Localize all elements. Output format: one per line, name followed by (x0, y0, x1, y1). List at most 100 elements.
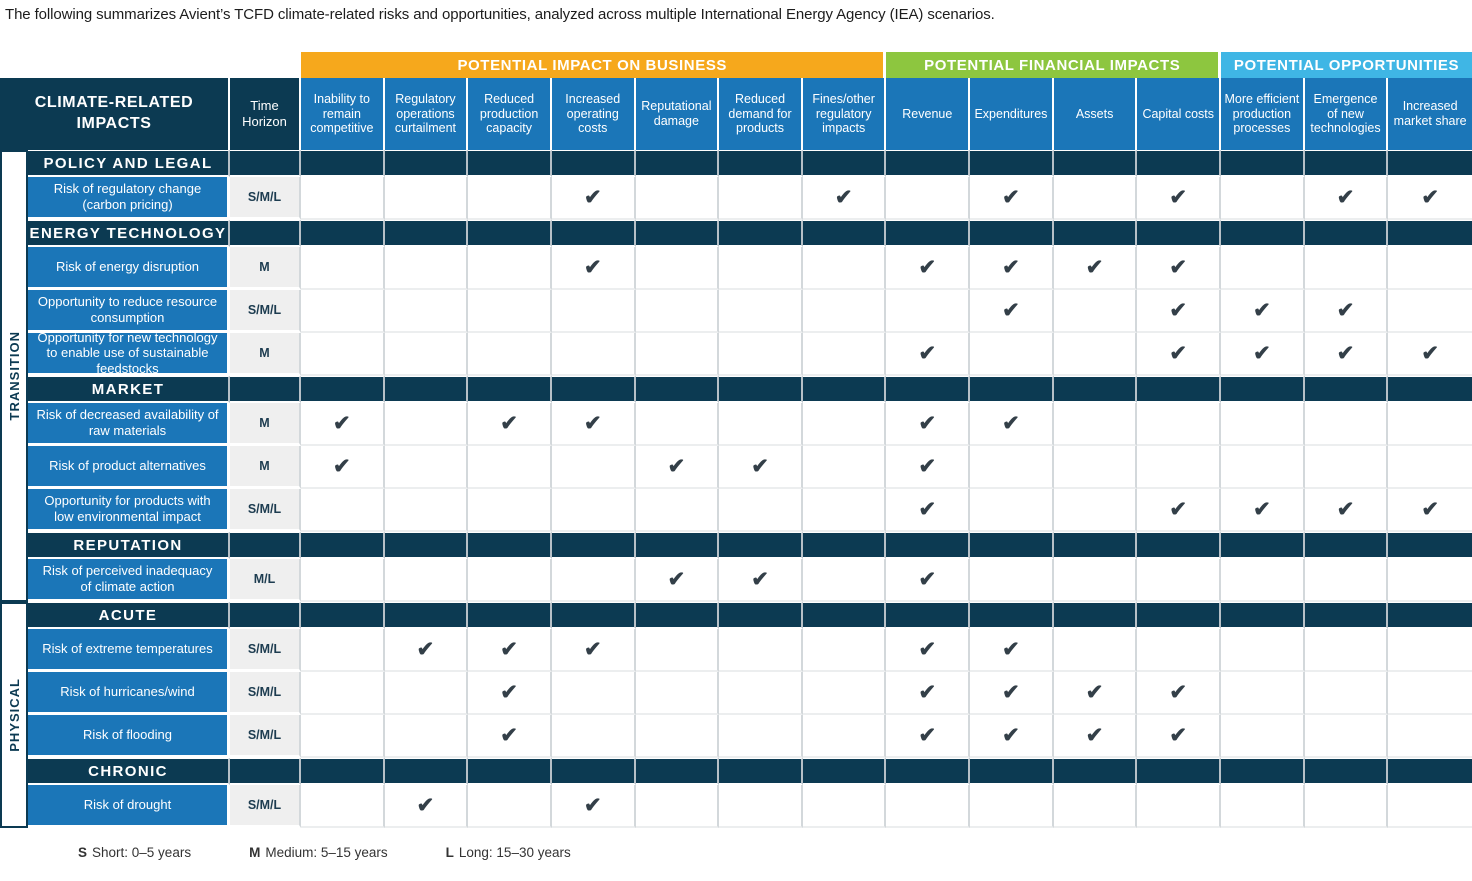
impact-cell (970, 333, 1054, 376)
impact-cell (802, 247, 887, 290)
impact-cell: ✔ (970, 247, 1054, 290)
checkmark-icon: ✔ (667, 455, 686, 478)
time-horizon-value: S/M/L (230, 489, 301, 532)
section-cell (1221, 150, 1305, 177)
section-cell (886, 532, 971, 559)
section-cell (802, 532, 887, 559)
impact-cell: ✔ (1137, 715, 1222, 758)
time-horizon-value: M (230, 247, 301, 290)
legend-short: S Short: 0–5 years (78, 845, 192, 860)
impact-cell (468, 785, 552, 828)
impact-cell (1388, 446, 1472, 489)
section-cell (970, 220, 1054, 247)
section-cell (886, 150, 971, 177)
impact-cell (1304, 672, 1389, 715)
risk-row: Risk of hurricanes/wind S/M/L ✔ ✔ ✔ ✔ ✔ (28, 672, 1472, 715)
impact-cell (1053, 403, 1138, 446)
section-cell (970, 602, 1054, 629)
risk-label: Risk of extreme temperatures (28, 629, 230, 672)
checkmark-icon: ✔ (1253, 498, 1271, 521)
impact-cell (301, 489, 385, 532)
impact-cell (1388, 785, 1472, 828)
risk-row: Opportunity for new technology to enable… (28, 330, 1472, 376)
impact-cell (1137, 785, 1222, 828)
impact-cell: ✔ (1221, 489, 1305, 532)
impact-cell: ✔ (1137, 177, 1222, 220)
impact-cell: ✔ (1388, 489, 1472, 532)
checkmark-icon: ✔ (1421, 342, 1439, 365)
column-header: Regulatory operations curtailment (384, 78, 469, 150)
risk-row: Risk of energy disruption M ✔ ✔ ✔ ✔ ✔ (28, 247, 1472, 290)
impact-cell (551, 559, 636, 602)
checkmark-icon: ✔ (500, 681, 518, 704)
section-cell (1053, 532, 1138, 559)
time-horizon-value: S/M/L (230, 785, 301, 828)
impact-cell (719, 672, 803, 715)
section-cell (719, 532, 803, 559)
risk-row: Risk of decreased availability of raw ma… (28, 403, 1472, 446)
section-cell (1137, 758, 1222, 785)
checkmark-icon: ✔ (1169, 186, 1188, 209)
impact-cell: ✔ (970, 177, 1054, 220)
impact-cell: ✔ (970, 715, 1054, 758)
checkmark-icon: ✔ (1336, 498, 1355, 521)
impact-cell: ✔ (1137, 333, 1222, 376)
impact-cell: ✔ (301, 446, 385, 489)
checkmark-icon: ✔ (918, 412, 937, 435)
impact-cell (719, 715, 803, 758)
section-time-cell (230, 532, 301, 559)
impact-cell: ✔ (1304, 290, 1389, 333)
section-cell (1221, 220, 1305, 247)
section-label: ENERGY TECHNOLOGY (28, 220, 230, 247)
checkmark-icon: ✔ (1002, 412, 1020, 435)
checkmark-icon: ✔ (1085, 256, 1104, 279)
section-cell (635, 602, 720, 629)
section-cell (1304, 220, 1389, 247)
impact-cell: ✔ (970, 629, 1054, 672)
section-cell (970, 758, 1054, 785)
section-cell (719, 150, 803, 177)
impact-cell: ✔ (551, 177, 636, 220)
checkmark-icon: ✔ (1336, 342, 1355, 365)
impact-cell: ✔ (1137, 489, 1222, 532)
impact-cell (1137, 629, 1222, 672)
section-cell (1388, 602, 1472, 629)
section-cell (551, 602, 636, 629)
legend-medium: M Medium: 5–15 years (249, 845, 388, 860)
checkmark-icon: ✔ (918, 724, 937, 747)
section-cell (301, 532, 385, 559)
section-cell (1304, 376, 1389, 403)
section-cell (635, 376, 720, 403)
impact-cell: ✔ (719, 559, 803, 602)
section-cell (468, 220, 552, 247)
section-cell (301, 376, 385, 403)
section-cell (719, 602, 803, 629)
section-cell (802, 602, 887, 629)
risk-row: Risk of flooding S/M/L ✔ ✔ ✔ ✔ ✔ (28, 715, 1472, 758)
checkmark-icon: ✔ (583, 412, 602, 435)
section-cell (1221, 758, 1305, 785)
risk-label: Risk of perceived inadequacy of climate … (28, 559, 230, 602)
checkmark-icon: ✔ (918, 681, 937, 704)
impact-cell (635, 290, 720, 333)
impact-cell (635, 489, 720, 532)
column-header: Increased operating costs (551, 78, 636, 150)
impact-cell (635, 715, 720, 758)
section-cell (635, 150, 720, 177)
impact-cell (1221, 629, 1305, 672)
section-label: MARKET (28, 376, 230, 403)
impact-cell (1053, 177, 1138, 220)
section-cell (719, 758, 803, 785)
impact-cell (1388, 629, 1472, 672)
section-cell (1137, 602, 1222, 629)
impact-cell (1221, 247, 1305, 290)
time-horizon-value: S/M/L (230, 672, 301, 715)
impact-cell (301, 247, 385, 290)
impact-cell (1304, 785, 1389, 828)
impact-cell (1137, 446, 1222, 489)
checkmark-icon: ✔ (1085, 681, 1104, 704)
impact-cell (384, 715, 469, 758)
section-cell (551, 532, 636, 559)
impact-cell (1304, 247, 1389, 290)
impact-cell: ✔ (1053, 672, 1138, 715)
